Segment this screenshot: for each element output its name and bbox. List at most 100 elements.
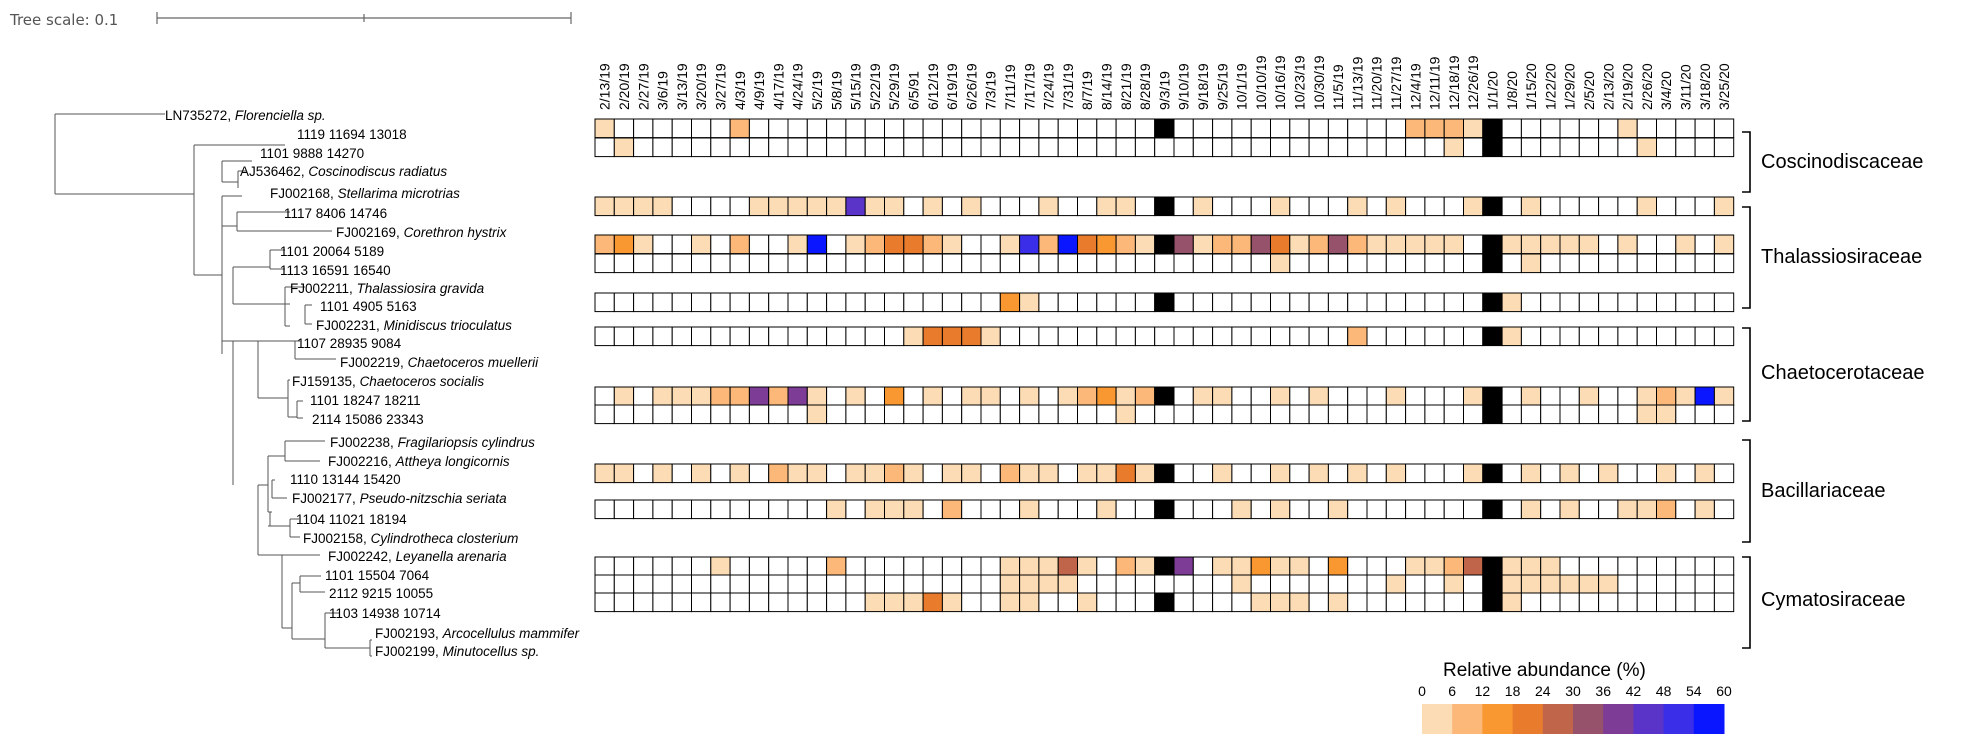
heatmap-cell: [613, 592, 635, 613]
heatmap-cell: [1154, 404, 1175, 425]
heatmap-cell: [845, 196, 866, 217]
heatmap-cell: [1289, 118, 1310, 139]
heatmap-cell: [1578, 592, 1600, 613]
leaf-label: FJ002158, Cylindrotheca closterium: [303, 531, 518, 546]
heatmap-cell: [922, 386, 943, 407]
heatmap-cell: [691, 137, 712, 158]
heatmap-cell: [864, 574, 886, 595]
heatmap-cell: [884, 499, 905, 520]
heatmap-cell: [1115, 253, 1136, 274]
heatmap-cell: [1019, 292, 1040, 313]
heatmap-cell: [1482, 386, 1503, 407]
heatmap-cell: [1675, 253, 1696, 274]
heatmap-cell: [1347, 404, 1368, 425]
heatmap-cell: [1482, 137, 1503, 158]
heatmap-cell: [1057, 463, 1078, 484]
heatmap-cell: [1250, 137, 1271, 158]
heatmap-cell: [1366, 574, 1387, 595]
heatmap-cell: [922, 592, 943, 613]
heatmap-cell: [1540, 292, 1561, 313]
heatmap-cell: [1115, 592, 1136, 613]
date-label: 7/31/19: [1060, 63, 1076, 110]
heatmap-cell: [1134, 592, 1156, 613]
heatmap-cell: [691, 556, 712, 577]
heatmap-cell: [826, 386, 847, 407]
heatmap-cell: [1347, 196, 1368, 217]
heatmap-cell: [1636, 386, 1657, 407]
heatmap-cell: [1482, 292, 1503, 313]
leaf-ref: FJ159135: [292, 374, 352, 389]
heatmap-cell: [671, 574, 693, 595]
heatmap-cell: [806, 196, 828, 217]
leaf-label: 1117 8406 14746: [284, 206, 387, 221]
heatmap-cell: [652, 253, 673, 274]
heatmap-cell: [1038, 253, 1059, 274]
heatmap-cell: [1096, 574, 1117, 595]
leaf-ref: FJ002169: [336, 225, 396, 240]
heatmap-cell: [1231, 292, 1252, 313]
date-label: 4/24/19: [790, 63, 806, 110]
legend-swatch: [1512, 704, 1544, 734]
heatmap-cell: [1347, 556, 1368, 577]
heatmap-cell: [903, 463, 924, 484]
heatmap-cell: [1212, 556, 1233, 577]
heatmap-cell: [1424, 292, 1445, 313]
leaf-label: AJ536462, Coscinodiscus radiatus: [240, 164, 447, 179]
heatmap-cell: [1212, 253, 1233, 274]
leaf-ref: 1110 13144 15420: [290, 472, 401, 487]
heatmap-cell: [1443, 253, 1464, 274]
heatmap-cell: [1675, 463, 1696, 484]
heatmap-cell: [1038, 292, 1059, 313]
date-label: 3/13/19: [674, 63, 690, 110]
family-label-bacillariaceae: Bacillariaceae: [1761, 480, 1886, 502]
heatmap-cell: [1656, 196, 1677, 217]
heatmap-cell: [1598, 253, 1619, 274]
heatmap-cell: [729, 592, 750, 613]
heatmap-cell: [633, 386, 654, 407]
heatmap-cell: [1134, 556, 1156, 577]
heatmap-cell: [1656, 137, 1677, 158]
heatmap-cell: [1231, 234, 1252, 255]
heatmap-cell: [1077, 463, 1098, 484]
heatmap-cell: [613, 499, 635, 520]
heatmap-cell: [594, 463, 615, 484]
heatmap-cell: [999, 574, 1021, 595]
heatmap-cell: [1443, 326, 1464, 347]
heatmap-cell: [1694, 574, 1715, 595]
leaf-ref: 1117 8406 14746: [284, 206, 387, 221]
heatmap-cell: [652, 326, 673, 347]
heatmap-cell: [1656, 574, 1677, 595]
heatmap-cell: [941, 404, 963, 425]
heatmap-cell: [1463, 326, 1484, 347]
heatmap-cell: [729, 326, 750, 347]
heatmap-cell: [710, 292, 731, 313]
phylogenetic-tree: [54, 113, 372, 657]
heatmap-cell: [613, 463, 635, 484]
heatmap-cell: [594, 574, 615, 595]
heatmap-cell: [1385, 118, 1407, 139]
heatmap-cell: [1347, 137, 1368, 158]
heatmap-cell: [1559, 326, 1580, 347]
heatmap-cell: [1192, 556, 1214, 577]
heatmap-cell: [1173, 253, 1194, 274]
heatmap-cell: [826, 234, 847, 255]
heatmap-cell: [1656, 292, 1677, 313]
heatmap-cell: [1192, 234, 1214, 255]
heatmap-cell: [903, 499, 924, 520]
date-label: 5/15/19: [848, 63, 864, 110]
heatmap-cell: [1308, 386, 1329, 407]
heatmap-cell: [864, 499, 886, 520]
family-label-thalassiosiraceae: Thalassiosiraceae: [1761, 246, 1922, 268]
heatmap-cell: [1366, 404, 1387, 425]
leaf-label: 1101 18247 18211: [310, 393, 421, 408]
heatmap-cell: [1424, 463, 1445, 484]
date-label: 11/20/19: [1369, 56, 1385, 110]
heatmap-cell: [748, 118, 770, 139]
heatmap-cell: [768, 556, 789, 577]
heatmap-cell: [613, 326, 635, 347]
heatmap-cell: [1115, 404, 1136, 425]
heatmap-cell: [922, 292, 943, 313]
family-label-cymatosiraceae: Cymatosiraceae: [1761, 589, 1906, 611]
heatmap-cell: [1134, 463, 1156, 484]
heatmap-cell: [1057, 137, 1078, 158]
